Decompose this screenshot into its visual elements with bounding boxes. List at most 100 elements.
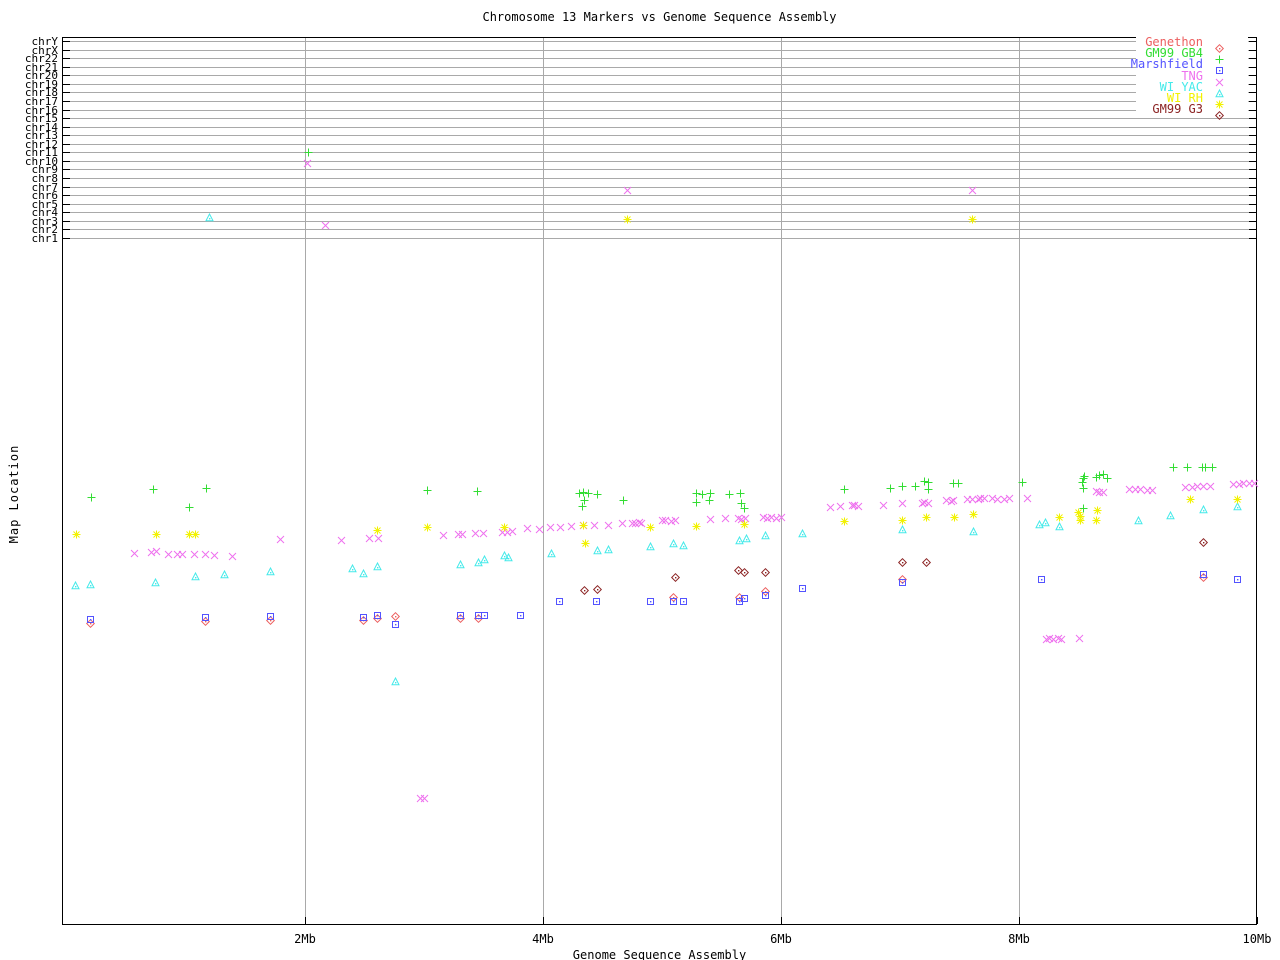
x-axis-title: Genome Sequence Assembly [572, 948, 747, 960]
y-tick-label-chr7: chr7 [31, 180, 59, 194]
tng-point [1095, 482, 1104, 496]
marshfield-point [516, 605, 525, 619]
tng-point [1235, 474, 1244, 488]
y-tick-left [62, 109, 70, 111]
legend: Genethon GM99 GB4 Marshfield TNG WI YAC WI RH… [1131, 36, 1248, 121]
tng-point [546, 517, 555, 531]
tng-point [147, 542, 156, 556]
wi-yac-point [1055, 516, 1064, 530]
marshfield-point [456, 605, 465, 619]
gm99-gb4-point [706, 483, 715, 497]
tng-point [637, 513, 646, 527]
gm99-g3-point [1198, 532, 1208, 547]
y-tick-left [62, 83, 70, 85]
marshfield-point [735, 591, 744, 605]
wi-rh-point [185, 524, 194, 538]
y-tick-left [62, 212, 70, 214]
y-tick-left [62, 100, 70, 102]
y-tick-left [62, 92, 70, 94]
y-tick-right [1249, 178, 1257, 180]
y-tick-label-chr19: chr19 [24, 77, 58, 91]
tng-point [152, 541, 161, 555]
chart-title: Chromosome 13 Markers vs Genome Sequence… [482, 10, 837, 24]
tng-point [454, 524, 463, 538]
y-tick-right [1249, 220, 1257, 222]
y-tick-label-chr12: chr12 [24, 137, 58, 151]
y-tick-left [62, 169, 70, 171]
y-tick-right [1249, 160, 1257, 162]
wi-rh-point [1093, 500, 1102, 514]
legend-label: WI RH [1166, 90, 1203, 105]
wi-yac-point [1165, 505, 1175, 519]
legend-label: GM99 GB4 [1145, 46, 1203, 61]
y-tick-label-chrY: chrY [31, 35, 59, 48]
chromosome-row-line [70, 203, 1249, 205]
gm99-gb4-point [423, 480, 432, 494]
gm99-gb4-point [1208, 457, 1217, 471]
legend-label: WI YAC [1159, 79, 1203, 94]
tng-point [1199, 476, 1208, 490]
y-tick-label-chr10: chr10 [24, 154, 58, 168]
y-tick-right [1249, 92, 1257, 94]
gm99-gb4-point [202, 478, 211, 492]
wi-yac-point [266, 561, 275, 575]
gm99-g3-point [921, 552, 931, 567]
tng-point [949, 490, 958, 504]
tng-point [1193, 476, 1202, 490]
chromosome-row-line [70, 49, 1249, 51]
marshfield-point [359, 607, 368, 621]
wi-rh-point [152, 524, 161, 538]
x-tick [1019, 917, 1020, 924]
plus-icon [1215, 49, 1224, 64]
tng-point [836, 496, 845, 510]
tng-point [854, 496, 863, 510]
y-tick-left [62, 66, 70, 68]
tng-point [706, 509, 715, 523]
tng-point [303, 153, 312, 167]
x-tick [305, 917, 306, 924]
chromosome-row-line [70, 195, 1249, 197]
gm99-gb4-point [692, 483, 701, 497]
tng-point [1206, 476, 1215, 490]
wi-rh-point [950, 507, 959, 521]
gm99-g3-point [761, 562, 771, 577]
gm99-gb4-point [87, 487, 96, 501]
y-tick-right [1249, 118, 1257, 120]
y-tick-left [62, 118, 70, 120]
tng-point [767, 507, 776, 521]
marshfield-point [1037, 569, 1046, 583]
legend-item-tng: TNG [1136, 68, 1248, 86]
wi-yac-point [456, 554, 466, 568]
wi-yac-point [358, 563, 368, 577]
y-tick-right [1249, 58, 1257, 60]
legend-item-wi-rh: WI RH [1136, 90, 1248, 109]
wi-rh-point [968, 209, 977, 223]
legend-item-genethon: Genethon [1136, 36, 1248, 54]
tng-point [130, 543, 139, 557]
tng-point [658, 510, 667, 524]
gm99-gb4-point [1095, 465, 1104, 479]
gm99-gb4-point [1201, 457, 1210, 471]
x-tick-label-2Mb: 2Mb [294, 932, 316, 946]
marshfield-point [201, 607, 210, 621]
y-tick-right [1249, 100, 1257, 102]
legend-item-gm99-g3: GM99 G3 [1136, 103, 1248, 121]
y-tick-label-chr18: chr18 [24, 86, 58, 100]
wi-rh-point [72, 524, 81, 538]
tng-point [1229, 474, 1238, 488]
legend-label: TNG [1181, 68, 1203, 83]
tng-point [190, 544, 199, 558]
gm99-gb4-point [185, 497, 194, 511]
y-tick-label-chr1: chr1 [31, 231, 59, 245]
y-tick-right [1249, 83, 1257, 85]
tng-point [942, 490, 951, 504]
gm99-gb4-point [1092, 467, 1101, 481]
tng-point [365, 528, 374, 542]
tng-point [374, 528, 383, 542]
y-tick-label-chr16: chr16 [24, 103, 58, 117]
marshfield-point [1233, 569, 1242, 583]
wi-yac-point [191, 566, 200, 580]
chromosome-row-line [70, 92, 1249, 94]
